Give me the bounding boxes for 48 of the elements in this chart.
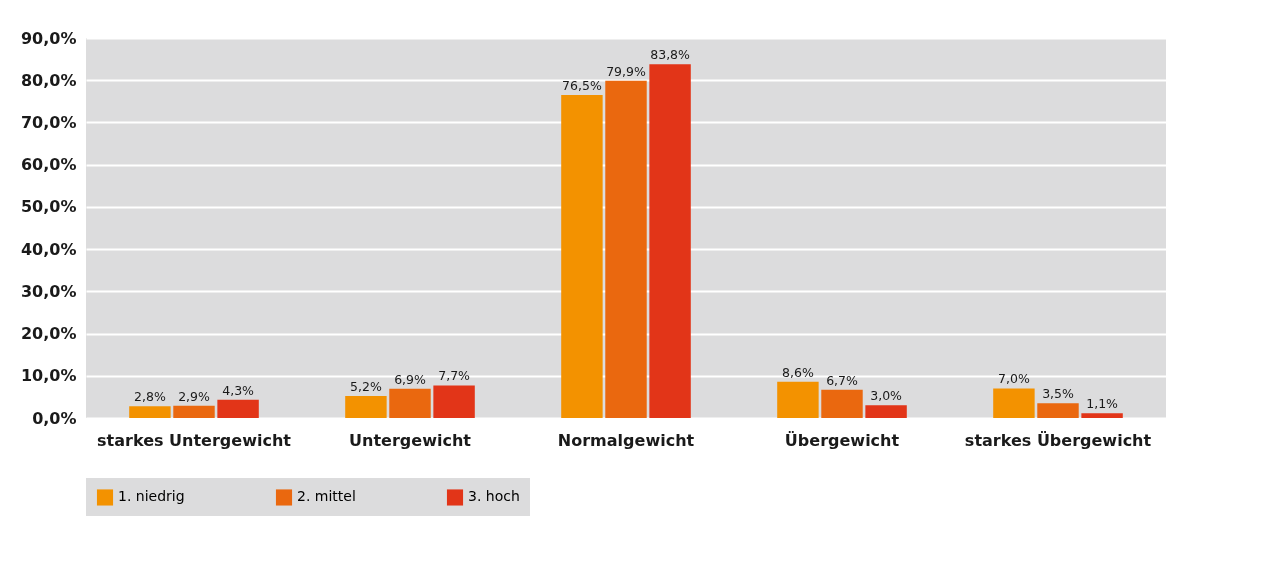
data-label: 8,6% [782, 364, 814, 380]
bar [605, 80, 647, 418]
data-label: 7,0% [998, 371, 1030, 387]
y-tick-label: 40,0% [20, 239, 77, 259]
x-tick-label: Untergewicht [349, 430, 472, 450]
bar [173, 405, 215, 418]
data-label: 76,5% [562, 78, 602, 93]
x-tick-label: starkes Untergewicht [97, 430, 292, 450]
data-label: 3,0% [870, 388, 903, 404]
x-tick-label: Übergewicht [784, 430, 900, 450]
legend-label: 2. mittel [297, 488, 356, 505]
y-tick-label: 90,0% [20, 28, 77, 48]
data-label: 2,9% [178, 388, 210, 404]
data-label: 5,2% [350, 379, 382, 395]
data-label: 7,7% [438, 368, 471, 384]
data-label: 1,1% [1086, 396, 1119, 412]
legend-label: 1. niedrig [118, 488, 185, 505]
data-label: 83,8% [650, 47, 691, 63]
bar [865, 405, 907, 418]
bar [129, 406, 171, 418]
y-tick-label: 10,0% [20, 366, 77, 386]
bar [777, 381, 819, 418]
data-label: 3,5% [1042, 386, 1074, 402]
data-label: 2,8% [134, 389, 166, 405]
y-tick-label: 50,0% [20, 197, 77, 217]
data-label: 79,9% [606, 63, 646, 79]
data-label: 6,7% [826, 372, 858, 388]
bar [1081, 413, 1123, 418]
y-tick-label: 80,0% [20, 70, 77, 90]
bar [389, 388, 431, 418]
y-tick-label: 60,0% [20, 155, 77, 175]
data-label: 6,9% [394, 371, 426, 387]
bar [649, 64, 691, 418]
data-label: 4,3% [222, 382, 255, 398]
bar [993, 388, 1035, 418]
bar [345, 396, 387, 418]
bar [217, 399, 259, 418]
bar [561, 95, 603, 418]
bar [821, 389, 863, 418]
y-tick-label: 0,0% [32, 408, 77, 428]
y-tick-label: 70,0% [20, 112, 77, 132]
x-tick-label: starkes Übergewicht [964, 430, 1152, 450]
legend-label: 3. hoch [468, 488, 520, 505]
x-tick-label: Normalgewicht [557, 430, 695, 450]
y-tick-label: 30,0% [20, 281, 77, 301]
bar [1037, 403, 1079, 418]
bar [433, 385, 475, 418]
y-tick-label: 20,0% [20, 324, 77, 344]
